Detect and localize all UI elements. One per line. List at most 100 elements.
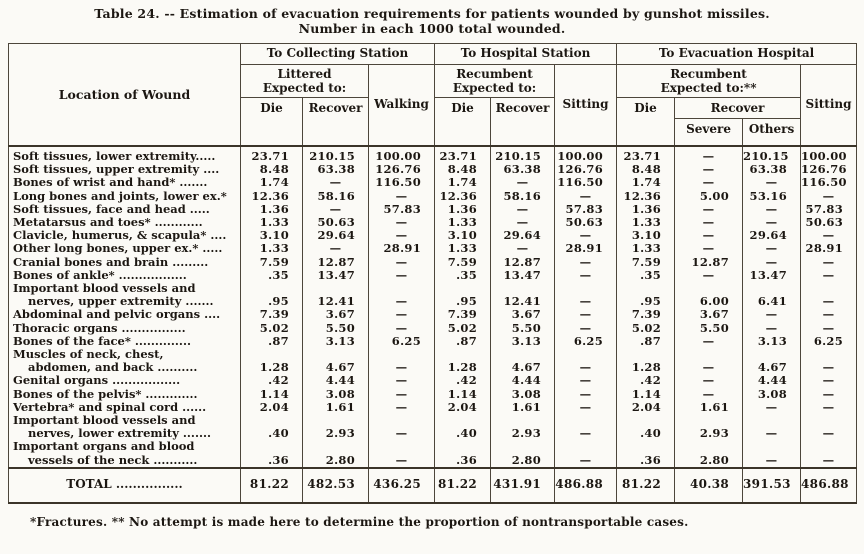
value-cell: 12.41 <box>490 282 556 309</box>
value-cell: 28.91 <box>554 242 618 256</box>
value-cell: — <box>742 400 802 415</box>
value-cell: 50.63 <box>302 215 369 230</box>
value-cell: — <box>367 387 436 401</box>
value-cell: 1.61 <box>674 400 744 415</box>
value-cell: — <box>800 282 858 309</box>
wound-location-cell: Soft tissues, lower extremity..... <box>8 144 241 164</box>
value-cell: 7.39 <box>240 308 303 322</box>
column-header-recover-cs: Recover <box>302 97 369 146</box>
value-cell: — <box>800 400 858 415</box>
value-cell: — <box>800 308 858 322</box>
value-cell: 482.53 <box>302 466 369 504</box>
value-cell: 100.00 <box>554 144 618 164</box>
value-cell: 116.50 <box>554 176 618 190</box>
value-cell: 6.25 <box>367 334 436 349</box>
wound-location-text: Bones of the pelvis* ............. <box>13 387 198 401</box>
value-cell: 1.33 <box>240 215 303 230</box>
wound-location-text: Other long bones, upper ex.* ..... <box>13 242 223 256</box>
table-row: Vertebra* and spinal cord ...... 2.04 1.61… <box>8 400 858 415</box>
value-cell: 7.39 <box>434 308 492 322</box>
value-cell: 23.71 <box>434 144 492 164</box>
wound-location-text: nerves, lower extremity ....... <box>28 426 211 441</box>
value-cell: — <box>367 374 436 388</box>
value-cell: 4.44 <box>742 374 802 388</box>
value-cell: — <box>367 255 436 269</box>
value-cell: 2.04 <box>434 400 492 415</box>
value-cell: — <box>674 144 744 164</box>
value-cell: 210.15 <box>302 144 369 164</box>
evacuation-requirements-table: Location of Wound To Collecting Station … <box>8 43 858 505</box>
value-cell: 391.53 <box>742 466 802 504</box>
value-cell: 81.22 <box>240 466 303 504</box>
table-row: Important organs and blood vessels of the… <box>8 440 858 468</box>
value-cell: — <box>554 268 618 283</box>
table-row: Bones of ankle* ................. .35 13.4… <box>8 268 858 283</box>
value-cell: — <box>554 414 618 441</box>
wound-location-cell: Bones of the face* .............. <box>8 334 241 349</box>
column-header-severe: Severe <box>674 118 744 146</box>
total-row: TOTAL ................ 81.22 482.53 436.25 8… <box>8 466 858 504</box>
table-row: Soft tissues, face and head ..... 1.36—57… <box>8 202 858 217</box>
value-cell: — <box>742 414 802 441</box>
wound-location-text: Abdominal and pelvic organs .... <box>13 308 221 322</box>
value-cell: 7.59 <box>616 255 676 269</box>
wound-location-cell: Soft tissues, face and head ..... <box>8 202 241 217</box>
value-cell: 1.14 <box>434 387 492 401</box>
subheader-expected-to-hs: Expected to: <box>452 80 537 95</box>
value-cell: 3.08 <box>490 387 556 401</box>
wound-location-text: Metatarsus and toes* ............ <box>13 216 203 230</box>
value-cell: — <box>302 242 369 256</box>
value-cell: .35 <box>240 268 303 283</box>
value-cell: — <box>302 176 369 190</box>
value-cell: 486.88 <box>800 466 858 504</box>
value-cell: 12.36 <box>434 189 492 203</box>
value-cell: — <box>674 242 744 256</box>
column-header-sitting-eh: Sitting <box>800 64 858 146</box>
value-cell: 2.80 <box>490 440 556 468</box>
value-cell: .36 <box>240 440 303 468</box>
table-row: Soft tissues, upper extremity .... 8.48 63… <box>8 163 858 177</box>
value-cell: 12.87 <box>302 255 369 269</box>
value-cell: — <box>367 440 436 468</box>
value-cell: 4.67 <box>490 348 556 375</box>
value-cell: 63.38 <box>742 163 802 177</box>
value-cell: 210.15 <box>742 144 802 164</box>
value-cell: — <box>367 321 436 335</box>
value-cell: 2.80 <box>302 440 369 468</box>
value-cell: 8.48 <box>240 163 303 177</box>
value-cell: .42 <box>616 374 676 388</box>
value-cell: .95 <box>240 282 303 309</box>
wound-location-text: Vertebra* and spinal cord ...... <box>13 400 207 414</box>
value-cell: 4.67 <box>302 348 369 375</box>
value-cell: 53.16 <box>742 189 802 203</box>
value-cell: 3.08 <box>742 387 802 401</box>
value-cell: 2.93 <box>674 414 744 441</box>
value-cell: — <box>367 189 436 203</box>
wound-location-text: vessels of the neck ........... <box>28 452 198 467</box>
value-cell: — <box>554 255 618 269</box>
value-cell: 57.83 <box>800 202 858 217</box>
value-cell: 3.10 <box>434 229 492 243</box>
wound-location-text: Important organs and blood <box>13 440 195 454</box>
wound-location-text: abdomen, and back .......... <box>28 360 198 375</box>
column-header-die-cs: Die <box>240 97 303 146</box>
value-cell: — <box>742 321 802 335</box>
wound-location-cell: Bones of the pelvis* ............. <box>8 387 241 401</box>
value-cell: — <box>554 440 618 468</box>
wound-location-cell: Muscles of neck, chest, abdomen, and back… <box>8 348 241 375</box>
value-cell: 1.61 <box>490 400 556 415</box>
value-cell: — <box>674 374 744 388</box>
wound-location-cell: Genital organs ................. <box>8 374 241 388</box>
wound-location-text: Clavicle, humerus, & scapula* .... <box>13 229 227 243</box>
value-cell: 436.25 <box>367 466 436 504</box>
value-cell: 486.88 <box>554 466 618 504</box>
table-title-line2: Number in each 1000 total wounded. <box>298 21 566 36</box>
value-cell: — <box>800 321 858 335</box>
value-cell: 81.22 <box>434 466 492 504</box>
subheader-expected-to-eh: Expected to:** <box>660 80 757 95</box>
value-cell: — <box>800 348 858 375</box>
value-cell: .42 <box>240 374 303 388</box>
group-header-collecting-station: To Collecting Station <box>239 43 436 65</box>
table-row: Important blood vessels and nerves, upper… <box>8 282 858 309</box>
